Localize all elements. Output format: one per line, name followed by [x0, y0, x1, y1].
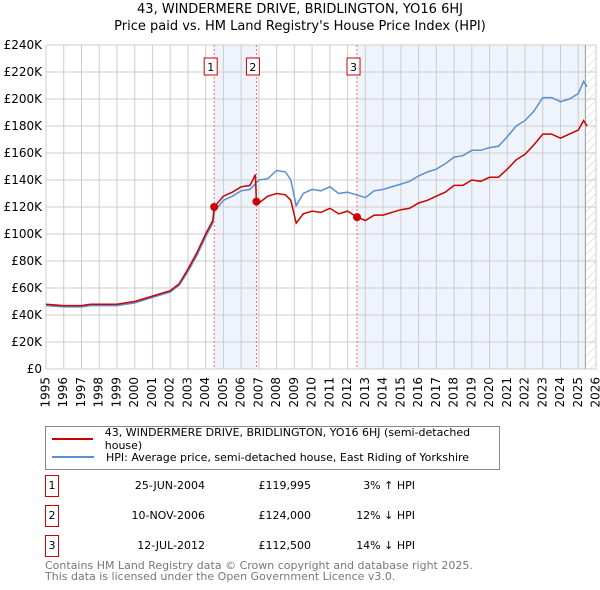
- y-tick-label: £40K: [11, 308, 43, 322]
- sale-date: 25-JUN-2004: [134, 479, 205, 492]
- sale-date: 12-JUL-2012: [137, 539, 205, 552]
- x-tick-label: 2002: [163, 377, 177, 408]
- x-tick-label: 2017: [429, 377, 443, 408]
- x-tick-label: 2003: [180, 377, 194, 408]
- legend-item-hpi: HPI: Average price, semi-detached house,…: [52, 449, 469, 465]
- y-tick-label: £60K: [11, 281, 43, 295]
- x-tick-label: 2021: [500, 377, 514, 408]
- x-tick-label: 2016: [411, 377, 425, 408]
- x-tick-label: 1995: [39, 377, 53, 408]
- y-tick-label: £160K: [4, 146, 44, 160]
- legend-label-hpi: HPI: Average price, semi-detached house,…: [106, 450, 470, 464]
- sale-point: [252, 197, 261, 206]
- sale-number: 1: [45, 475, 59, 497]
- price-line: [45, 119, 588, 307]
- x-tick-label: 1996: [56, 377, 70, 408]
- x-tick-label: 2007: [251, 377, 265, 408]
- x-tick-label: 2022: [518, 377, 532, 408]
- x-tick-label: 2001: [145, 377, 159, 408]
- legend-label-price: 43, WINDERMERE DRIVE, BRIDLINGTON, YO16 …: [104, 426, 471, 452]
- chart-title-line1: 43, WINDERMERE DRIVE, BRIDLINGTON, YO16 …: [137, 2, 463, 17]
- y-tick-label: £240K: [4, 38, 44, 52]
- sale-row: 3 12-JUL-2012 £112,500 14% ↓ HPI: [45, 535, 465, 557]
- sale-marker-box: [245, 57, 260, 76]
- sale-marker-box: [203, 57, 218, 76]
- x-tick-label: 2008: [269, 377, 283, 408]
- x-tick-label: 2026: [589, 377, 600, 408]
- x-tick-label: 2013: [358, 377, 372, 408]
- sale-number: 3: [45, 535, 59, 557]
- x-tick-label: 2011: [322, 377, 336, 408]
- x-tick-label: 2019: [464, 377, 478, 408]
- sale-number: 2: [45, 505, 59, 527]
- y-tick-label: £20K: [11, 335, 43, 349]
- x-tick-label: 2024: [553, 377, 567, 408]
- x-tick-label: 2012: [340, 377, 354, 408]
- footer-licence: This data is licensed under the Open Gov…: [45, 570, 396, 583]
- sale-price: £112,500: [258, 539, 312, 552]
- x-tick-label: 2004: [198, 377, 212, 408]
- sale-marker-label: 1: [207, 61, 214, 74]
- legend-swatch-hpi: [52, 456, 94, 458]
- x-tick-label: 2020: [482, 377, 496, 408]
- legend: 43, WINDERMERE DRIVE, BRIDLINGTON, YO16 …: [45, 426, 500, 470]
- legend-item-price: 43, WINDERMERE DRIVE, BRIDLINGTON, YO16 …: [52, 426, 499, 452]
- y-tick-label: £200K: [4, 92, 44, 106]
- x-tick-label: 1999: [109, 377, 123, 408]
- y-tick-label: £0: [27, 362, 42, 376]
- x-tick-label: 2023: [535, 377, 549, 408]
- x-tick-label: 2005: [216, 377, 230, 408]
- x-tick-label: 2009: [287, 377, 301, 408]
- hpi-line: [45, 79, 588, 308]
- x-tick-label: 1998: [92, 377, 106, 408]
- x-tick-label: 2025: [571, 377, 585, 408]
- x-tick-label: 2015: [393, 377, 407, 408]
- sale-date: 10-NOV-2006: [131, 509, 205, 522]
- y-tick-label: £180K: [4, 119, 44, 133]
- sale-row: 2 10-NOV-2006 £124,000 12% ↓ HPI: [45, 505, 465, 527]
- sale-marker-label: 2: [249, 61, 256, 74]
- chart-plot: £0 £20K £40K £60K £80K £100K £120K £140K £160K £1…: [4, 38, 600, 408]
- legend-swatch-price: [52, 438, 93, 440]
- sale-price: £124,000: [258, 509, 312, 522]
- y-tick-label: £120K: [4, 200, 44, 214]
- sale-marker-box: [346, 57, 361, 76]
- y-tick-label: £220K: [4, 65, 44, 79]
- sale-price: £119,995: [258, 479, 312, 492]
- y-tick-label: £80K: [11, 254, 43, 268]
- y-tick-label: £100K: [4, 227, 44, 241]
- x-tick-label: 2018: [447, 377, 461, 408]
- sale-point: [353, 213, 362, 222]
- sale-hpi-delta: 3% ↑ HPI: [363, 479, 415, 492]
- x-tick-label: 2006: [234, 377, 248, 408]
- sale-row: 1 25-JUN-2004 £119,995 3% ↑ HPI: [45, 475, 465, 497]
- y-tick-label: £140K: [4, 173, 44, 187]
- sale-hpi-delta: 14% ↓ HPI: [356, 539, 415, 552]
- footer-copyright: Contains HM Land Registry data © Crown c…: [45, 559, 473, 572]
- x-tick-label: 2010: [305, 377, 319, 408]
- x-tick-label: 2000: [127, 377, 141, 408]
- sale-hpi-delta: 12% ↓ HPI: [356, 509, 415, 522]
- x-tick-label: 2014: [376, 377, 390, 408]
- chart-title-line2: Price paid vs. HM Land Registry's House …: [114, 19, 486, 34]
- sale-marker-label: 3: [350, 61, 357, 74]
- x-tick-label: 1997: [74, 377, 88, 408]
- sale-point: [210, 203, 219, 212]
